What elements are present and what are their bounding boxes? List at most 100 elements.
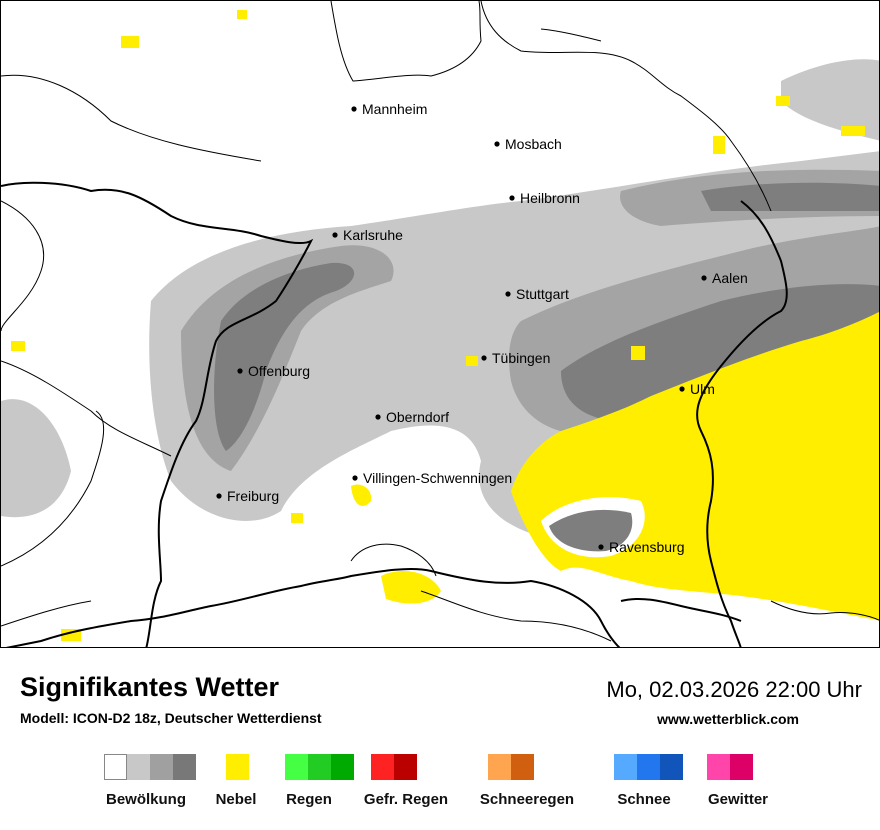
district-border (770, 600, 879, 621)
district-border (330, 1, 482, 82)
footer: Signifikantes Wetter Modell: ICON-D2 18z… (0, 648, 880, 830)
city-dot (494, 141, 500, 147)
legend-swatch (308, 754, 331, 780)
legend-swatches (614, 754, 683, 780)
fog-layer (11, 10, 879, 641)
legend-item (614, 754, 683, 780)
cloud-area-dark (561, 284, 879, 421)
fog-area (381, 571, 441, 604)
legend-swatch (660, 754, 683, 780)
legend-swatch (488, 754, 511, 780)
legend-swatch (173, 754, 196, 780)
legend-swatch (511, 754, 534, 780)
state-border (620, 597, 742, 622)
city-label: Freiburg (227, 488, 279, 504)
city-label: Mosbach (505, 136, 562, 152)
legend-swatch (637, 754, 660, 780)
district-border (350, 543, 437, 577)
city-dot (352, 475, 358, 481)
fog-speck (466, 356, 478, 366)
city-dot (481, 355, 487, 361)
map-canvas: Mannheim Mosbach Heilbronn Karlsruhe Aalen St… (1, 1, 879, 647)
fog-speck (121, 36, 139, 48)
city-label: Tübingen (492, 350, 550, 366)
city-label: Stuttgart (516, 286, 569, 302)
city-dot (332, 232, 338, 238)
district-border (420, 590, 612, 642)
legend-label: Gefr. Regen (363, 791, 449, 808)
legend-swatch (104, 754, 127, 780)
district-border (1, 600, 92, 627)
district-border (540, 28, 602, 42)
fog-speck (291, 513, 303, 523)
legend-swatch (331, 754, 354, 780)
legend: Bewölkung Nebel Regen Gefr. Regen Schneerege… (0, 754, 880, 814)
legend-item (707, 754, 753, 780)
city-label: Offenburg (248, 363, 310, 379)
legend-swatch (707, 754, 730, 780)
city-label: Oberndorf (386, 409, 449, 425)
city-label: Heilbronn (520, 190, 580, 206)
legend-swatch (371, 754, 394, 780)
city-markers: Mannheim Mosbach Heilbronn Karlsruhe Aalen St… (216, 101, 748, 555)
fog-area (351, 484, 372, 506)
city-label: Ravensburg (609, 539, 685, 555)
legend-item (285, 754, 354, 780)
legend-swatch (285, 754, 308, 780)
fog-speck (631, 346, 645, 360)
legend-item (104, 754, 196, 780)
legend-swatches (104, 754, 196, 780)
city-label: Aalen (712, 270, 748, 286)
legend-swatches (226, 754, 249, 780)
city-dot (237, 368, 243, 374)
legend-label: Nebel (215, 791, 257, 808)
city-dot (598, 544, 604, 550)
city-dot (216, 493, 222, 499)
legend-swatch (127, 754, 150, 780)
city-dot (679, 386, 685, 392)
fog-speck (713, 136, 725, 154)
city-label: Villingen-Schwenningen (363, 470, 512, 486)
forecast-datetime: Mo, 02.03.2026 22:00 Uhr (606, 677, 862, 702)
city-dot (351, 106, 357, 112)
legend-swatches (371, 754, 417, 780)
legend-swatch (394, 754, 417, 780)
fog-speck (841, 126, 865, 136)
cloud-area-dark (214, 262, 355, 451)
district-border (1, 360, 172, 457)
legend-swatches (285, 754, 354, 780)
legend-label: Schnee (617, 791, 671, 808)
city-label: Karlsruhe (343, 227, 403, 243)
city-dot (375, 414, 381, 420)
legend-swatches (707, 754, 753, 780)
legend-swatches (488, 754, 534, 780)
city-dot (505, 291, 511, 297)
cloud-area-light (1, 399, 71, 518)
borders-layer (1, 1, 879, 647)
city-dot (701, 275, 707, 281)
legend-label: Regen (286, 791, 332, 808)
legend-swatch (150, 754, 173, 780)
website-link[interactable]: www.wetterblick.com (657, 711, 799, 727)
legend-item (371, 754, 417, 780)
fog-speck (11, 341, 25, 351)
city-label: Mannheim (362, 101, 427, 117)
model-info: Modell: ICON-D2 18z, Deutscher Wetterdie… (20, 710, 322, 726)
legend-swatch (614, 754, 637, 780)
cloud-area-light (361, 300, 473, 385)
legend-item (226, 754, 249, 780)
state-border (1, 181, 314, 647)
district-border (1, 74, 262, 162)
city-dot (509, 195, 515, 201)
weather-map: Mannheim Mosbach Heilbronn Karlsruhe Aalen St… (0, 0, 880, 648)
legend-label: Bewölkung (105, 791, 187, 808)
district-border (1, 200, 45, 332)
state-border (696, 200, 788, 647)
district-border (1, 410, 105, 567)
fog-area (549, 509, 633, 552)
legend-swatch (730, 754, 753, 780)
legend-swatch (226, 754, 249, 780)
fog-speck (776, 96, 790, 106)
fog-speck (237, 10, 247, 19)
legend-label: Gewitter (707, 791, 769, 808)
